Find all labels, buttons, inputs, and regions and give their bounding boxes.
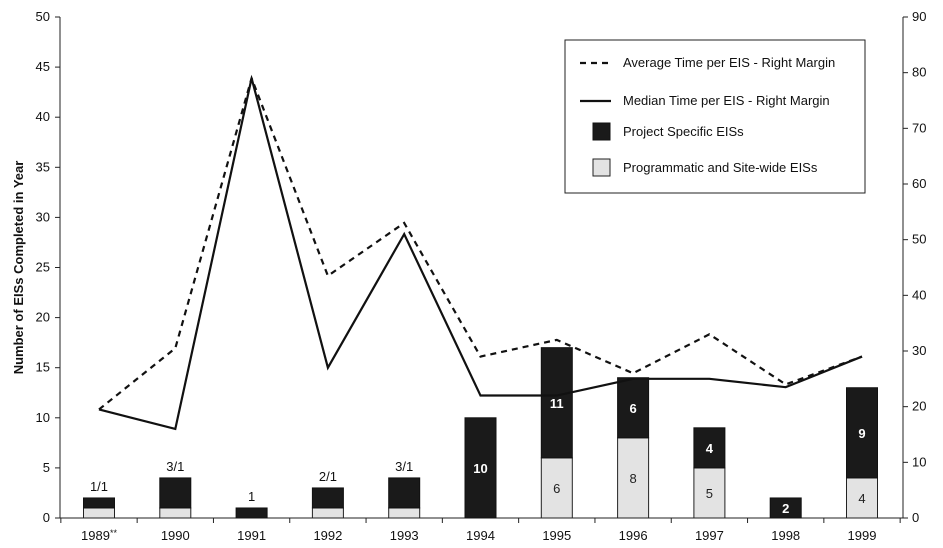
bar-programmatic-count-label: 6 [553,481,560,496]
legend-label: Median Time per EIS - Right Margin [623,93,830,108]
legend-swatch-light [592,158,611,177]
left-tick-label: 45 [36,59,50,74]
bar-programmatic-count-label: 4 [858,491,865,506]
legend-box [564,39,866,194]
bar-programmatic-count-label: 5 [706,486,713,501]
right-tick-label: 50 [912,232,926,247]
bar-programmatic [617,437,650,519]
x-tick-footnote-mark: ** [110,528,118,538]
bar-project-specific [693,427,726,469]
legend-label: Programmatic and Site-wide EISs [623,160,818,175]
bar-project-count-label: 2 [782,501,789,516]
left-tick-label: 20 [36,310,50,325]
x-tick-label: 1995 [542,528,571,543]
bars [83,347,878,519]
bar-project-count-label: 6 [629,401,636,416]
bar-project-specific [311,487,344,509]
bar-project-count-label: 4 [706,441,714,456]
bar-count-label: 2/1 [319,469,337,484]
left-tick-label: 30 [36,209,50,224]
left-tick-label: 40 [36,109,50,124]
x-tick-label: 1991 [237,528,266,543]
bar-programmatic [159,507,192,519]
right-tick-label: 90 [912,9,926,24]
bar-project-count-label: 10 [473,461,487,476]
x-tick-label: 1997 [695,528,724,543]
left-tick-label: 5 [43,460,50,475]
bar-count-label: 3/1 [166,459,184,474]
left-tick-label: 25 [36,260,50,275]
bar-count-label: 3/1 [395,459,413,474]
bar-project-specific [769,497,802,519]
right-tick-label: 40 [912,287,926,302]
left-tick-label: 0 [43,510,50,525]
bar-programmatic [693,467,726,519]
right-tick-label: 70 [912,120,926,135]
x-tick-label: 1999 [848,528,877,543]
left-tick-label: 50 [36,9,50,24]
bar-project-count-label: 9 [858,426,865,441]
x-tick-label: 1993 [390,528,419,543]
x-tick-label: 1990 [161,528,190,543]
bar-project-specific [540,347,573,459]
right-tick-label: 20 [912,399,926,414]
bar-project-count-label: 11 [550,396,564,411]
x-tick-label: 1989** [81,528,117,543]
x-tick-label: 1998 [771,528,800,543]
left-tick-label: 35 [36,159,50,174]
left-tick-label: 10 [36,410,50,425]
lines [98,74,863,431]
bar-project-specific [83,497,115,509]
bar-programmatic-count-label: 8 [629,471,636,486]
bar-project-specific [388,477,421,509]
bar-programmatic [388,507,421,519]
x-tick-label: 1996 [619,528,648,543]
bar-project-specific [617,377,650,439]
x-tick-label: 1994 [466,528,495,543]
legend-swatch-dark [592,122,611,141]
bar-project-specific [464,417,497,519]
axes: 0510152025303540455001020304050607080901… [11,9,926,543]
right-tick-label: 60 [912,176,926,191]
left-tick-label: 15 [36,360,50,375]
bar-programmatic [83,507,115,519]
right-tick-label: 80 [912,65,926,80]
legend-label: Average Time per EIS - Right Margin [623,55,835,70]
bar-programmatic [846,477,878,519]
average-time-line [98,74,863,411]
y-axis-title: Number of EISs Completed in Year [11,161,26,375]
bar-programmatic [311,507,344,519]
x-tick-label: 1992 [313,528,342,543]
right-tick-label: 10 [912,454,926,469]
bar-count-label: 1 [248,489,255,504]
median-time-line [98,77,863,431]
legend-label: Project Specific EISs [623,124,744,139]
bar-labels: 1/1 3/1 1 2/1 3/1 10 11 6 6 8 4 5 2 9 4 [90,396,866,516]
bar-count-label: 1/1 [90,479,108,494]
right-tick-label: 0 [912,510,919,525]
bar-project-specific [846,387,878,479]
legend: Average Time per EIS - Right Margin Media… [564,39,866,194]
right-tick-label: 30 [912,343,926,358]
bar-project-specific [159,477,192,509]
bar-project-specific [235,507,268,519]
